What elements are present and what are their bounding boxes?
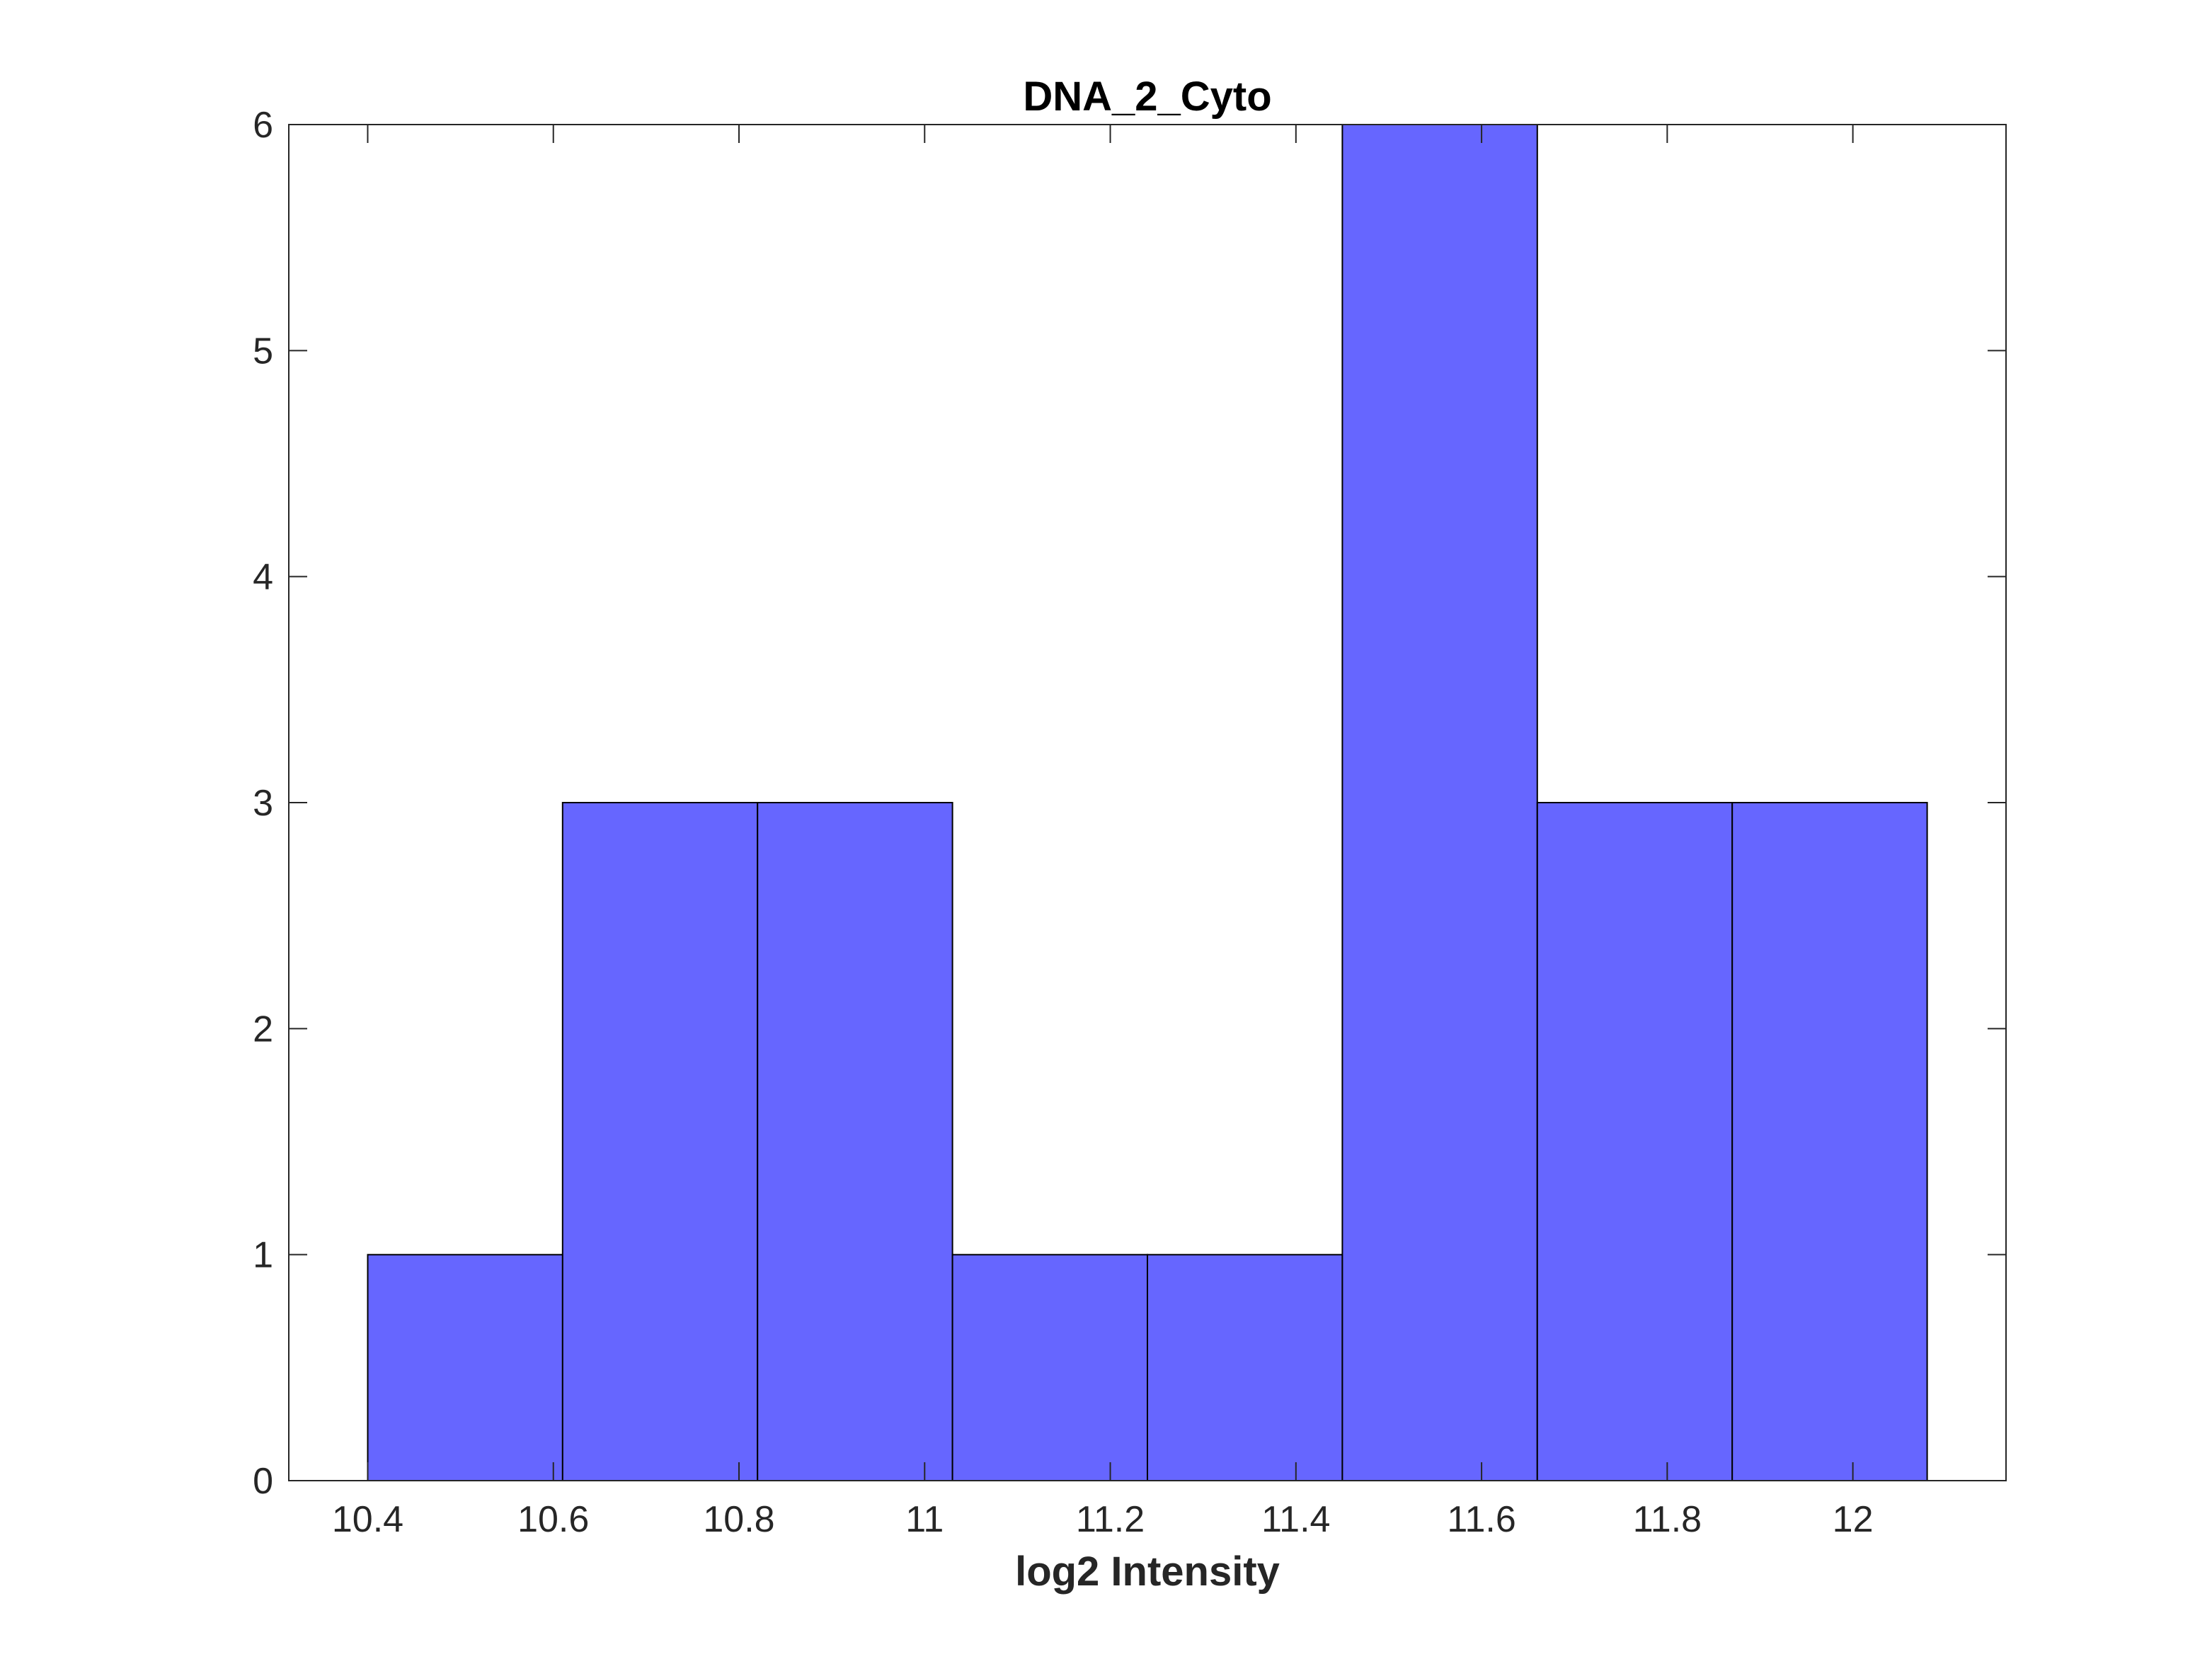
- y-tick-label: 4: [253, 557, 273, 598]
- x-tick-label: 11: [905, 1499, 944, 1540]
- histogram-bar: [561, 802, 759, 1481]
- axes-box: [288, 124, 2007, 1481]
- histogram-bar: [951, 1253, 1148, 1481]
- y-tick-label: 0: [253, 1461, 273, 1502]
- y-tick-label: 3: [253, 783, 273, 824]
- y-tick-label: 5: [253, 331, 273, 372]
- histogram-bar: [757, 802, 953, 1481]
- x-tick-label: 11.6: [1447, 1499, 1515, 1540]
- histogram-bar: [1147, 1253, 1343, 1481]
- bars-group: [367, 124, 1928, 1481]
- chart-title: DNA_2_Cyto: [1023, 74, 1271, 120]
- y-tick-label: 6: [253, 105, 273, 146]
- y-tick-label: 2: [253, 1009, 273, 1050]
- histogram-bar: [1341, 124, 1538, 1481]
- x-tick-label: 11.8: [1633, 1499, 1702, 1540]
- histogram-bar: [1731, 802, 1928, 1481]
- x-tick-label: 11.4: [1261, 1499, 1330, 1540]
- histogram-bar: [367, 1253, 563, 1481]
- y-tick-labels: 0 1 2 3 4 5 6: [253, 105, 273, 1502]
- x-tick-label: 10.8: [703, 1499, 774, 1540]
- y-tick-label: 1: [253, 1235, 273, 1276]
- x-tick-labels: 10.4 10.6 10.8 11 11.2 11.4 11.6 11.8 12: [332, 1499, 1874, 1540]
- x-tick-label: 12: [1833, 1499, 1874, 1540]
- x-axis-label: log2 Intensity: [1015, 1549, 1280, 1595]
- x-tick-label: 11.2: [1076, 1499, 1145, 1540]
- x-tick-label: 10.6: [517, 1499, 589, 1540]
- histogram-bar: [1536, 802, 1734, 1481]
- x-tick-label: 10.4: [332, 1499, 403, 1540]
